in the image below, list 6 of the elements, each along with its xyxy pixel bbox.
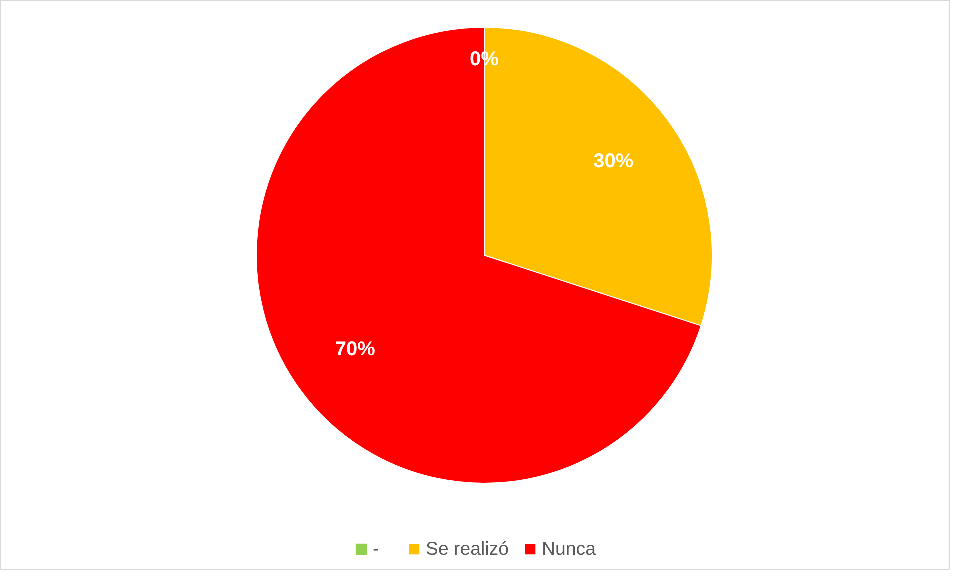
legend-label: - — [373, 538, 380, 560]
legend-label: Nunca — [542, 538, 596, 560]
legend-label: Se realizó — [426, 538, 510, 560]
text: 0% — [470, 48, 499, 70]
data-label: 30% — [594, 150, 634, 173]
data-label: 70% — [335, 338, 376, 360]
